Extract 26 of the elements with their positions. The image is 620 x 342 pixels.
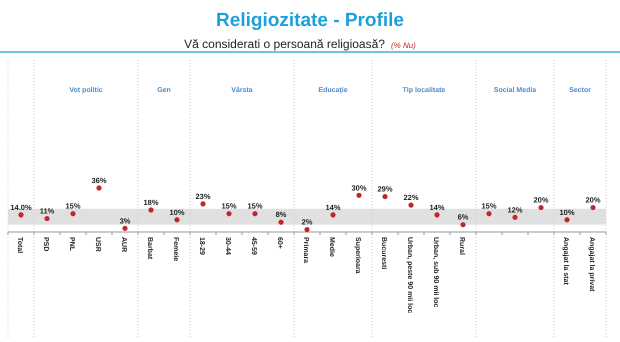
point [200, 201, 206, 206]
point [174, 217, 180, 222]
point [278, 220, 284, 225]
chart-subtitle: Vă considerati o persoană religioasă? [184, 37, 385, 51]
point [226, 211, 232, 216]
point [486, 211, 492, 216]
point [434, 212, 440, 218]
point [122, 226, 128, 231]
point [538, 204, 544, 210]
point [408, 202, 414, 208]
chart-title: Religiozitate - Profile [216, 10, 404, 31]
point [304, 226, 310, 232]
point [330, 212, 336, 218]
point [18, 212, 24, 218]
point [512, 214, 518, 220]
point [44, 216, 50, 222]
text: (% Nu) [390, 41, 416, 50]
point [96, 185, 102, 191]
point [356, 192, 362, 198]
point [590, 204, 596, 210]
point [148, 207, 154, 213]
point [564, 217, 570, 222]
point [460, 222, 466, 228]
point [70, 211, 76, 216]
point [252, 211, 258, 216]
point [382, 194, 388, 200]
